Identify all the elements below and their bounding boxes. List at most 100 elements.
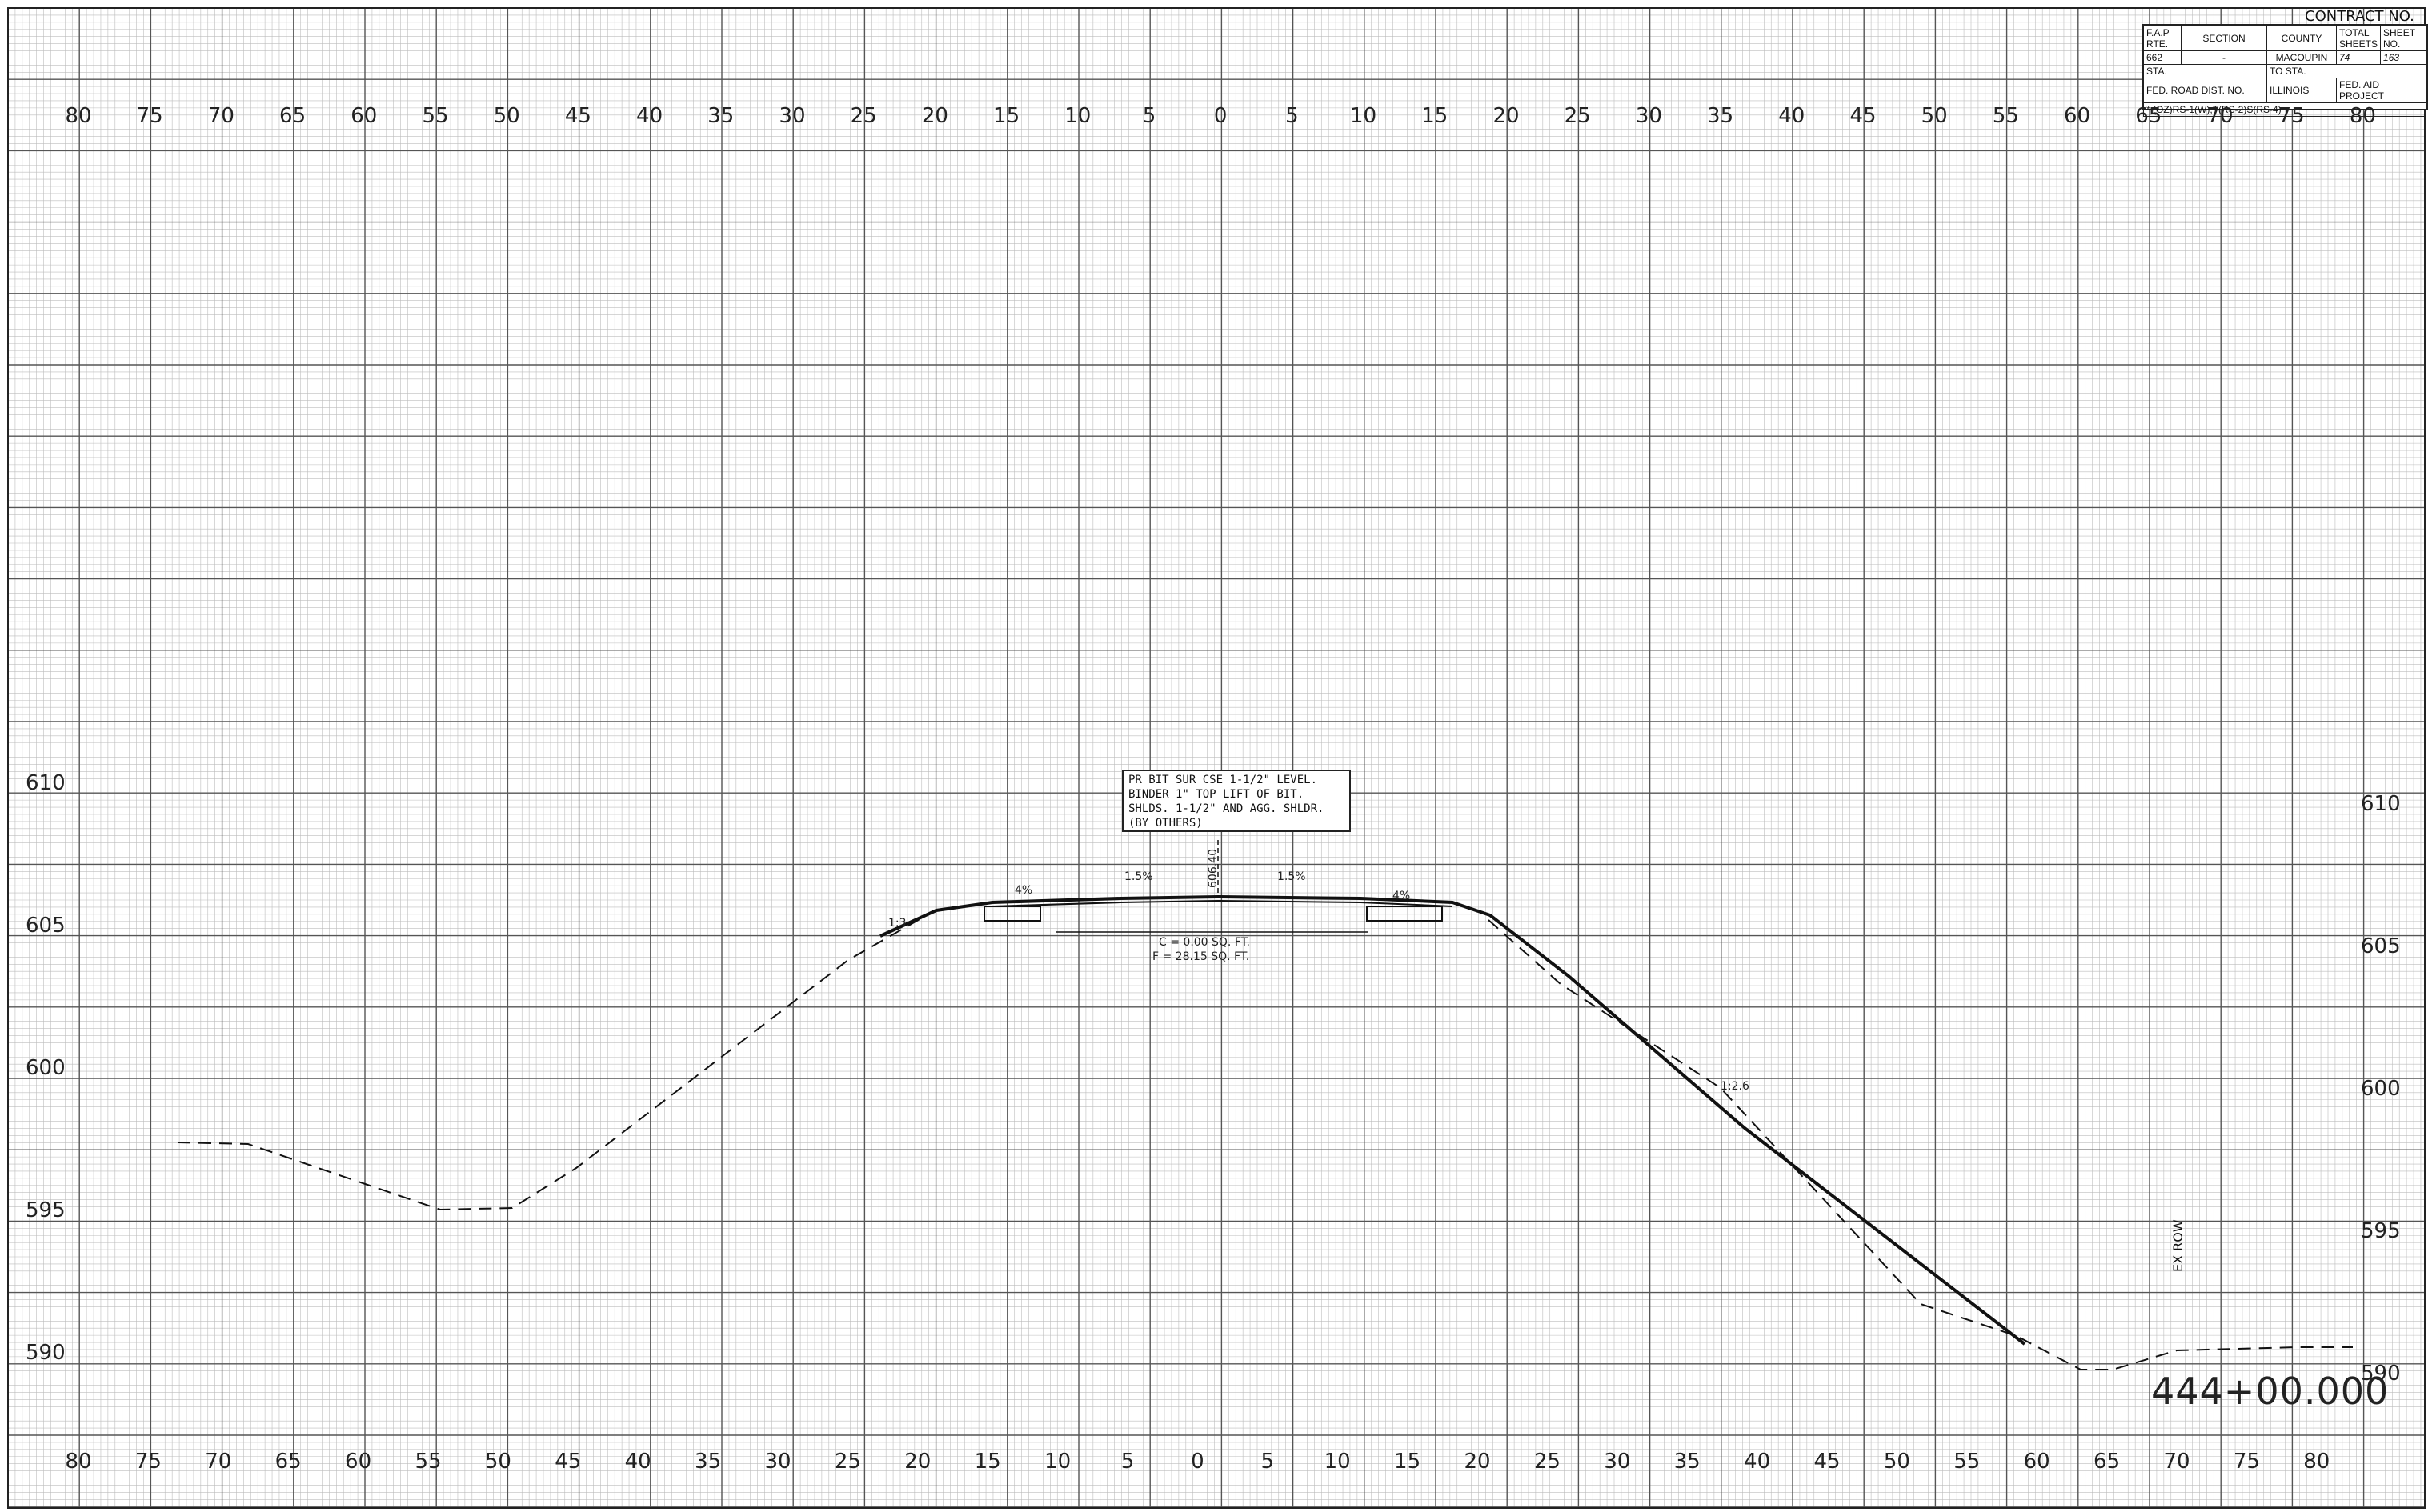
offset-tick-top: 60: [351, 104, 378, 128]
offset-tick-bottom: 60: [345, 1450, 372, 1474]
offset-tick-bottom: 40: [1744, 1450, 1771, 1474]
section-header: SECTION: [2181, 26, 2267, 51]
sta-label: STA.: [2143, 64, 2267, 78]
offset-tick-bottom: 75: [2233, 1450, 2260, 1474]
offset-tick-bottom: 75: [134, 1450, 162, 1474]
side-slope-right: 1:2.6: [1721, 1080, 1749, 1093]
to-sta-label: TO STA.: [2266, 64, 2426, 78]
offset-tick-top: 60: [2064, 104, 2091, 128]
state-name: ILLINOIS: [2266, 78, 2337, 103]
offset-tick-bottom: 20: [1464, 1450, 1491, 1474]
offset-tick-top: 80: [65, 104, 92, 128]
offset-tick-bottom: 70: [205, 1450, 232, 1474]
offset-tick-top: 5: [1142, 104, 1156, 128]
fed-aid-project: FED. AID PROJECT: [2336, 78, 2426, 103]
elevation-tick-left: 610: [26, 771, 66, 795]
offset-tick-top: 50: [1921, 104, 1948, 128]
offset-tick-bottom: 25: [1533, 1450, 1561, 1474]
offset-tick-top: 70: [207, 104, 234, 128]
fap-rte-value: 662: [2143, 50, 2182, 65]
offset-tick-bottom: 10: [1044, 1450, 1072, 1474]
offset-tick-top: 20: [1492, 104, 1520, 128]
shoulder-right-block: [1366, 906, 1443, 922]
offset-tick-top: 10: [1350, 104, 1377, 128]
pavement-layer: [992, 899, 1453, 907]
centerline-elevation: 606.40: [1207, 849, 1220, 888]
slope-left-shoulder: 4%: [1015, 884, 1033, 897]
section-value: -: [2181, 50, 2267, 65]
offset-tick-bottom: 5: [1120, 1450, 1135, 1474]
offset-tick-top: 70: [2206, 104, 2234, 128]
slope-right-lane: 1.5%: [1277, 870, 1306, 883]
offset-tick-bottom: 55: [1953, 1450, 1981, 1474]
station-label: 444+00.000: [2151, 1370, 2390, 1413]
offset-tick-bottom: 10: [1324, 1450, 1351, 1474]
offset-tick-top: 25: [850, 104, 877, 128]
elevation-tick-left: 605: [26, 914, 66, 938]
title-block: F.A.P RTE. SECTION COUNTY TOTAL SHEETS S…: [2142, 24, 2428, 117]
offset-tick-bottom: 80: [65, 1450, 92, 1474]
offset-tick-bottom: 70: [2163, 1450, 2190, 1474]
offset-tick-top: 65: [2135, 104, 2162, 128]
sheet-no-value: 163: [2380, 50, 2426, 65]
offset-tick-bottom: 30: [1604, 1450, 1631, 1474]
cut-area: C = 0.00 SQ. FT.: [1159, 936, 1250, 949]
slope-right-shoulder: 4%: [1392, 890, 1411, 902]
offset-tick-top: 35: [707, 104, 735, 128]
major-grid: [7, 7, 2426, 1509]
note-line: PR BIT SUR CSE 1-1/2" LEVEL.: [1128, 774, 1318, 786]
existing-ground-line: [177, 911, 2353, 1370]
offset-tick-top: 45: [1849, 104, 1877, 128]
offset-tick-bottom: 0: [1191, 1450, 1204, 1474]
offset-tick-bottom: 15: [1394, 1450, 1421, 1474]
county-header: COUNTY: [2266, 26, 2337, 51]
pavement-note-box: PR BIT SUR CSE 1-1/2" LEVEL. BINDER 1" T…: [1122, 770, 1351, 832]
offset-tick-bottom: 20: [904, 1450, 932, 1474]
offset-tick-bottom: 80: [2303, 1450, 2330, 1474]
proposed-template-line: [879, 894, 2026, 1346]
elevation-tick-left: 590: [26, 1341, 66, 1365]
offset-tick-bottom: 35: [695, 1450, 722, 1474]
offset-tick-top: 80: [2349, 104, 2376, 128]
total-sheets-value: 74: [2335, 50, 2382, 65]
offset-tick-bottom: 35: [1673, 1450, 1701, 1474]
offset-tick-top: 15: [993, 104, 1020, 128]
elevation-tick-right: 590: [2361, 1362, 2401, 1386]
elevation-tick-right: 595: [2361, 1219, 2401, 1243]
offset-tick-bottom: 5: [1260, 1450, 1275, 1474]
fap-rte-header: F.A.P RTE.: [2143, 26, 2182, 51]
note-line: SHLDS. 1-1/2" AND AGG. SHLDR.: [1128, 802, 1324, 815]
offset-tick-top: 10: [1064, 104, 1092, 128]
project-code: * (OZ)RS-1(W),T(RS-2)S(RS-4): [2143, 102, 2426, 117]
offset-tick-bottom: 55: [415, 1450, 442, 1474]
offset-tick-bottom: 50: [484, 1450, 511, 1474]
total-sheets-header: TOTAL SHEETS: [2335, 26, 2382, 51]
offset-tick-top: 40: [636, 104, 663, 128]
offset-tick-bottom: 30: [764, 1450, 791, 1474]
elevation-tick-right: 610: [2361, 792, 2401, 816]
offset-tick-top: 5: [1285, 104, 1299, 128]
offset-tick-top: 65: [279, 104, 307, 128]
elevation-tick-right: 605: [2361, 934, 2401, 958]
offset-tick-top: 75: [136, 104, 163, 128]
offset-tick-bottom: 50: [1883, 1450, 1910, 1474]
elevation-tick-left: 595: [26, 1198, 66, 1222]
offset-tick-top: 0: [1213, 104, 1228, 128]
offset-tick-top: 25: [1564, 104, 1591, 128]
offset-tick-top: 75: [2278, 104, 2305, 128]
offset-tick-top: 40: [1778, 104, 1805, 128]
offset-tick-bottom: 45: [555, 1450, 582, 1474]
fed-road-dist: FED. ROAD DIST. NO.: [2143, 78, 2267, 103]
existing-row-label: EX ROW: [2170, 1219, 2186, 1272]
elevation-tick-left: 600: [26, 1056, 66, 1080]
offset-tick-top: 30: [779, 104, 806, 128]
fill-area: F = 28.15 SQ. FT.: [1152, 950, 1250, 963]
offset-tick-top: 15: [1421, 104, 1448, 128]
offset-tick-top: 55: [1992, 104, 2019, 128]
offset-tick-bottom: 65: [274, 1450, 302, 1474]
offset-tick-top: 30: [1635, 104, 1662, 128]
offset-tick-top: 20: [921, 104, 948, 128]
offset-tick-top: 45: [564, 104, 591, 128]
county-value: MACOUPIN: [2266, 50, 2337, 65]
